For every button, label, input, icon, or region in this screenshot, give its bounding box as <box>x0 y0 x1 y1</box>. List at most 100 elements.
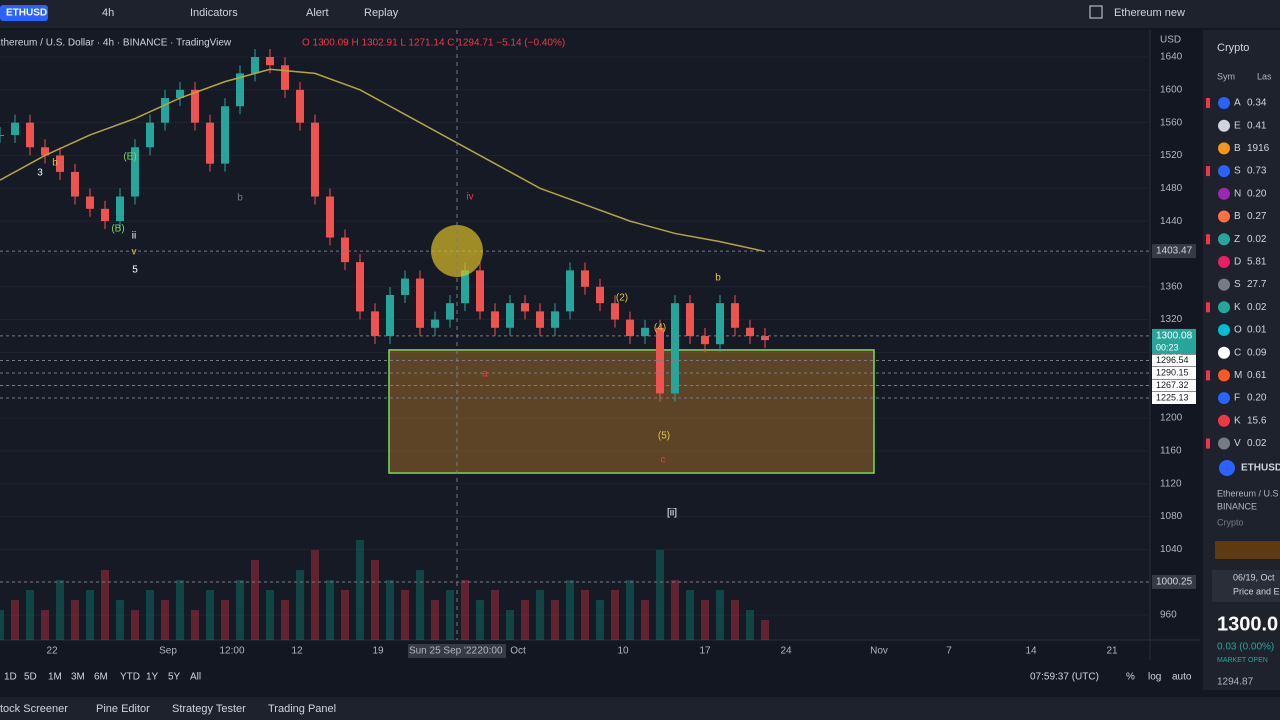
wave-label: (E) <box>123 152 136 163</box>
coin-icon <box>1218 278 1230 291</box>
watch-symbol[interactable]: B <box>1234 143 1241 154</box>
range-button[interactable]: 1M <box>48 672 62 683</box>
x-tick-label: 12:00 <box>219 646 244 657</box>
watch-symbol[interactable]: O <box>1234 325 1242 336</box>
range-button[interactable]: All <box>190 672 201 683</box>
scale-option[interactable]: log <box>1148 672 1161 683</box>
candle <box>56 155 64 172</box>
alert[interactable]: Alert <box>306 7 329 19</box>
watch-symbol[interactable]: M <box>1234 370 1242 381</box>
candle <box>356 262 364 312</box>
range-button[interactable]: 1D <box>4 672 17 683</box>
watch-symbol[interactable]: S <box>1234 279 1241 290</box>
y-tick-label: 1200 <box>1160 413 1183 424</box>
bottom-tab[interactable]: Strategy Tester <box>172 703 246 715</box>
range-button[interactable]: 1Y <box>146 672 159 683</box>
candle <box>131 147 139 197</box>
candle <box>236 73 244 107</box>
candle <box>296 89 304 123</box>
volume-bar <box>491 590 499 640</box>
y-tick-label: 1360 <box>1160 281 1183 292</box>
symbol-box[interactable] <box>0 5 48 21</box>
add-button[interactable] <box>1215 541 1280 559</box>
detail-name: Ethereum / U.S <box>1217 488 1279 498</box>
bottom-tab[interactable]: Pine Editor <box>96 703 150 715</box>
stacked-label: 1267.32 <box>1156 380 1189 390</box>
coin-icon <box>1218 414 1230 427</box>
layout-name[interactable]: Ethereum new <box>1114 7 1185 19</box>
candle <box>206 122 214 164</box>
flag <box>1206 393 1210 404</box>
watchlist-col: Sym <box>1217 71 1235 81</box>
flag <box>1206 438 1210 449</box>
candle <box>326 196 334 238</box>
watch-last: 0.09 <box>1247 347 1267 358</box>
currency: USD <box>1160 35 1181 46</box>
volume-bar <box>731 600 739 640</box>
watch-symbol[interactable]: F <box>1234 393 1240 404</box>
x-tick-label: 17 <box>699 646 711 657</box>
coin-icon <box>1218 165 1230 178</box>
watchlist-title[interactable]: Crypto <box>1217 42 1249 54</box>
watch-symbol[interactable]: D <box>1234 257 1241 268</box>
watch-symbol[interactable]: K <box>1234 302 1241 313</box>
volume-bar <box>41 610 49 640</box>
watch-symbol[interactable]: A <box>1234 98 1241 109</box>
candle <box>101 208 109 222</box>
range-button[interactable]: 3M <box>71 672 85 683</box>
watch-symbol[interactable]: E <box>1234 120 1241 131</box>
replay[interactable]: Replay <box>364 7 399 19</box>
volume-bar <box>716 590 724 640</box>
watch-symbol[interactable]: S <box>1234 166 1241 177</box>
range-button[interactable]: 5D <box>24 672 37 683</box>
layout-icon <box>1089 5 1103 19</box>
watch-last: 0.41 <box>1247 120 1267 131</box>
volume-bar <box>581 590 589 640</box>
candle <box>671 303 679 394</box>
bottom-tab[interactable]: Trading Panel <box>268 703 336 715</box>
bottom-tab[interactable]: tock Screener <box>0 703 68 715</box>
candle <box>641 327 649 336</box>
interval[interactable]: 4h <box>102 7 114 19</box>
volume-bar <box>281 600 289 640</box>
coin-icon <box>1218 255 1230 268</box>
volume-bar <box>71 600 79 640</box>
volume-bar <box>656 550 664 640</box>
stacked-label-bg <box>1152 354 1196 367</box>
volume-bar <box>506 610 514 640</box>
scale-option[interactable]: % <box>1126 672 1135 683</box>
x-tick-label: Sun 25 Sep '22 <box>409 646 478 657</box>
watch-symbol[interactable]: K <box>1234 415 1241 426</box>
y-tick-label: 1320 <box>1160 314 1183 325</box>
flag <box>1206 279 1210 290</box>
watch-last: 1916 <box>1247 143 1270 154</box>
symbol[interactable]: ETHUSD <box>6 8 47 19</box>
watch-symbol[interactable]: C <box>1234 347 1241 358</box>
volume-bar <box>521 600 529 640</box>
watch-symbol[interactable]: V <box>1234 438 1241 449</box>
flag <box>1206 302 1210 313</box>
price-label-bg <box>1152 574 1196 589</box>
coin-icon <box>1218 233 1230 246</box>
watch-symbol[interactable]: B <box>1234 211 1241 222</box>
watch-symbol[interactable]: N <box>1234 188 1241 199</box>
coin-icon <box>1218 210 1230 223</box>
flag <box>1206 256 1210 267</box>
volume-bar <box>161 600 169 640</box>
watch-symbol[interactable]: Z <box>1234 234 1240 245</box>
wave-label: [ii] <box>667 508 677 519</box>
range-button[interactable]: YTD <box>120 672 140 683</box>
scale-option[interactable]: auto <box>1172 672 1192 683</box>
y-tick-label: 1560 <box>1160 117 1183 128</box>
watch-last: 0.02 <box>1247 438 1267 449</box>
volume-bar <box>356 540 364 640</box>
range-button[interactable]: 5Y <box>168 672 181 683</box>
indicators[interactable]: Indicators <box>190 7 238 19</box>
candle <box>386 294 394 336</box>
range-button[interactable]: 6M <box>94 672 108 683</box>
detail-status: MARKET OPEN <box>1217 657 1268 664</box>
candle <box>566 270 574 312</box>
watch-last: 15.6 <box>1247 415 1267 426</box>
volume-bar <box>746 610 754 640</box>
